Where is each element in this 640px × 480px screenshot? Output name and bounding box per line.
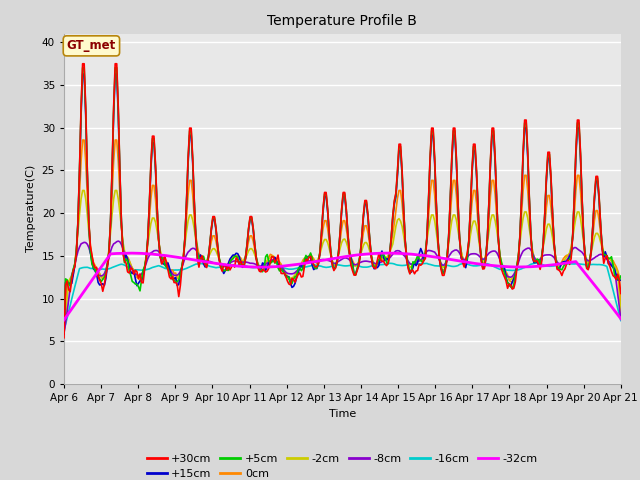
-16cm xyxy=(226,263,234,269)
+15cm xyxy=(246,216,254,222)
+30cm xyxy=(228,264,236,270)
+30cm xyxy=(255,268,263,274)
+30cm xyxy=(130,271,138,277)
-32cm xyxy=(254,264,262,270)
-8cm xyxy=(60,330,68,336)
-16cm xyxy=(533,260,541,266)
-32cm xyxy=(60,317,68,323)
+30cm xyxy=(617,290,625,296)
Line: -16cm: -16cm xyxy=(64,263,621,331)
-2cm xyxy=(79,188,86,193)
-2cm xyxy=(246,246,254,252)
Y-axis label: Temperature(C): Temperature(C) xyxy=(26,165,36,252)
Line: -32cm: -32cm xyxy=(64,253,621,320)
+5cm xyxy=(617,273,625,279)
+5cm xyxy=(255,266,263,272)
0cm xyxy=(305,254,313,260)
-16cm xyxy=(588,262,595,267)
-2cm xyxy=(60,331,68,336)
+5cm xyxy=(130,280,138,286)
Line: -8cm: -8cm xyxy=(64,241,621,333)
+5cm xyxy=(228,257,236,263)
-8cm xyxy=(246,260,254,266)
+30cm xyxy=(60,335,68,341)
-2cm xyxy=(130,267,138,273)
-16cm xyxy=(617,318,625,324)
+15cm xyxy=(255,267,263,273)
+15cm xyxy=(617,277,625,283)
+5cm xyxy=(60,328,68,334)
-16cm xyxy=(129,266,136,272)
Line: +15cm: +15cm xyxy=(64,74,621,334)
0cm xyxy=(617,301,625,307)
-2cm xyxy=(228,256,236,262)
0cm xyxy=(60,329,68,335)
-16cm xyxy=(303,264,311,269)
Title: Temperature Profile B: Temperature Profile B xyxy=(268,14,417,28)
Line: -2cm: -2cm xyxy=(64,191,621,334)
+15cm xyxy=(305,253,313,259)
-32cm xyxy=(244,264,252,270)
Legend: +30cm, +15cm, +5cm, 0cm, -2cm, -8cm, -16cm, -32cm: +30cm, +15cm, +5cm, 0cm, -2cm, -8cm, -16… xyxy=(142,449,543,480)
+30cm xyxy=(79,61,86,67)
0cm xyxy=(81,137,88,143)
-32cm xyxy=(384,250,392,256)
-2cm xyxy=(255,264,263,269)
+15cm xyxy=(588,246,595,252)
-32cm xyxy=(129,250,136,256)
-8cm xyxy=(130,269,138,275)
+30cm xyxy=(588,246,595,252)
X-axis label: Time: Time xyxy=(329,408,356,419)
+5cm xyxy=(305,253,313,259)
Line: +30cm: +30cm xyxy=(64,64,621,338)
-8cm xyxy=(588,257,595,263)
0cm xyxy=(130,269,138,275)
+15cm xyxy=(228,254,236,260)
+5cm xyxy=(588,245,595,251)
-8cm xyxy=(305,258,313,264)
-2cm xyxy=(617,309,625,315)
0cm xyxy=(228,256,236,262)
+15cm xyxy=(130,268,138,274)
+5cm xyxy=(79,65,86,71)
Line: +5cm: +5cm xyxy=(64,68,621,331)
-32cm xyxy=(226,263,234,268)
-16cm xyxy=(60,328,68,334)
-32cm xyxy=(588,278,595,284)
-8cm xyxy=(115,238,122,244)
Line: 0cm: 0cm xyxy=(64,140,621,332)
-8cm xyxy=(228,259,236,265)
0cm xyxy=(246,233,254,239)
+30cm xyxy=(246,214,254,219)
-8cm xyxy=(617,316,625,322)
Text: GT_met: GT_met xyxy=(67,39,116,52)
-16cm xyxy=(244,264,252,270)
0cm xyxy=(588,247,595,252)
-32cm xyxy=(617,316,625,322)
0cm xyxy=(255,265,263,271)
-16cm xyxy=(254,264,262,270)
+30cm xyxy=(305,254,313,260)
+15cm xyxy=(79,71,86,77)
-2cm xyxy=(588,249,595,255)
-32cm xyxy=(303,260,311,266)
+15cm xyxy=(60,331,68,337)
-8cm xyxy=(255,263,263,269)
-2cm xyxy=(305,254,313,260)
+5cm xyxy=(246,215,254,220)
